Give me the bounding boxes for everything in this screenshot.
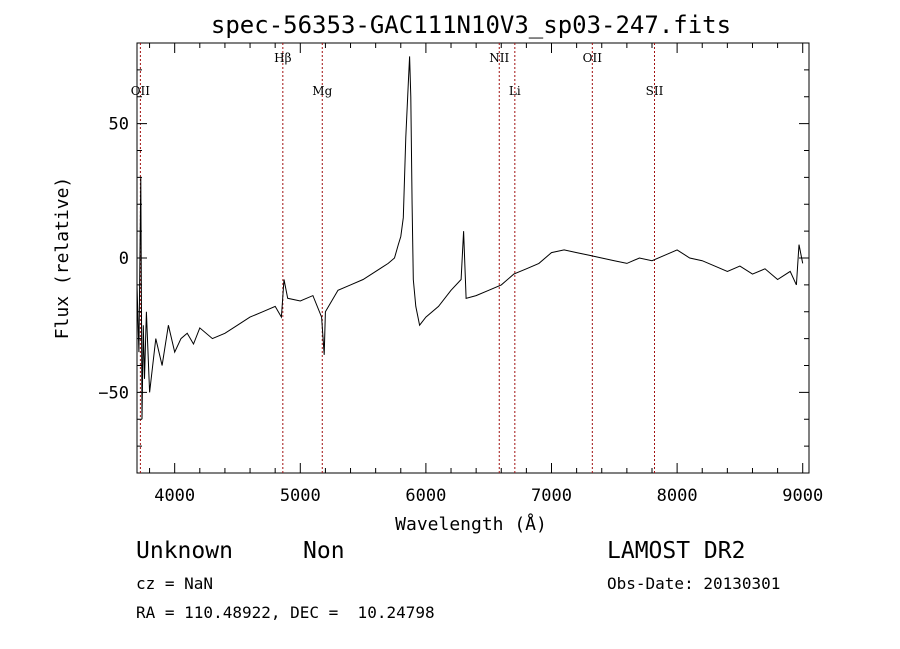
marker-label: Mg: [312, 84, 332, 98]
marker-label: OII: [131, 84, 151, 98]
x-tick-label: 7000: [531, 486, 572, 506]
class-label: Unknown: [136, 538, 233, 564]
x-axis-label: Wavelength (Å): [395, 513, 547, 535]
y-axis-label: Flux (relative): [52, 177, 73, 340]
spectrum-line: [136, 56, 804, 420]
y-tick-label: 50: [109, 115, 129, 135]
plot-frame: [136, 42, 810, 474]
x-tick-label: 6000: [405, 486, 446, 506]
marker-label: Hβ: [274, 51, 291, 65]
emission-line-markers: OII Hβ Mg NII Li OII SII: [131, 43, 664, 473]
marker-label: Li: [509, 84, 521, 98]
chart-title: spec-56353-GAC111N10V3_sp03-247.fits: [211, 11, 731, 39]
marker-label: OII: [583, 51, 603, 65]
coordinates: RA = 110.48922, DEC = 10.24798: [136, 603, 435, 622]
x-axis: 4000 5000 6000 7000 8000 9000: [149, 43, 823, 506]
obs-date: Obs-Date: 20130301: [607, 574, 781, 593]
x-tick-label: 5000: [280, 486, 321, 506]
x-tick-label: 9000: [782, 486, 823, 506]
marker-label: SII: [646, 84, 664, 98]
y-tick-label: 0: [119, 249, 129, 269]
x-tick-label: 8000: [657, 486, 698, 506]
cz-value: cz = NaN: [136, 574, 214, 593]
subclass-label: Non: [303, 538, 345, 564]
survey-label: LAMOST DR2: [607, 538, 746, 564]
y-tick-label: −50: [98, 383, 129, 403]
y-axis: −50 0 50: [98, 69, 809, 447]
marker-label: NII: [489, 51, 509, 65]
x-tick-label: 4000: [154, 486, 195, 506]
